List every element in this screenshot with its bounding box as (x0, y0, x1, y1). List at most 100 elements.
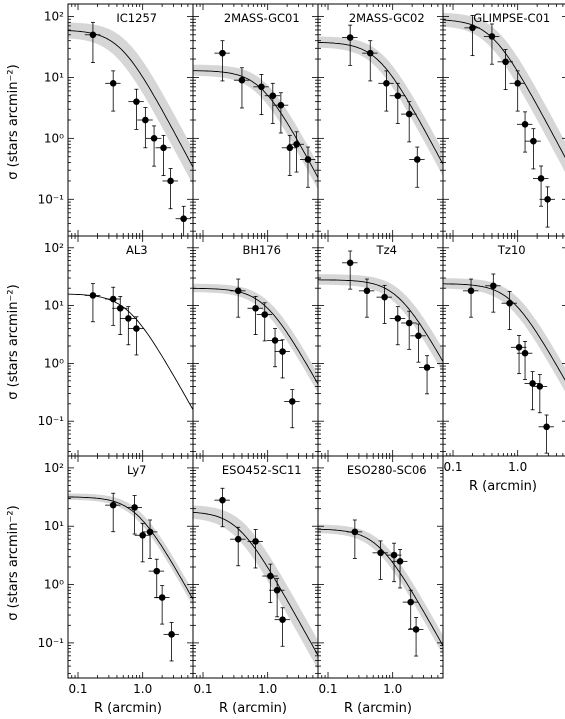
data-point-1 (105, 286, 121, 326)
data-point-4 (401, 310, 417, 350)
data-marker (469, 24, 476, 32)
model-curve (193, 70, 318, 178)
data-point-2 (501, 291, 517, 330)
data-marker (158, 594, 166, 601)
data-point-2 (378, 70, 394, 112)
data-marker (405, 110, 413, 118)
data-marker (529, 380, 536, 387)
cluster-name: Ly7 (127, 463, 146, 477)
data-marker (252, 538, 259, 545)
model-uncertainty-band (193, 283, 318, 393)
data-point-0 (214, 487, 230, 528)
data-point-0 (462, 278, 479, 318)
panel-2: 2MASS-GC02 (317, 3, 444, 237)
data-point-1 (362, 40, 378, 82)
data-point-0 (105, 492, 121, 533)
data-point-2 (112, 296, 128, 335)
data-point-7 (299, 146, 316, 188)
data-marker (277, 101, 285, 109)
x-tick-label: 1.0 (258, 682, 277, 696)
data-marker (252, 304, 259, 312)
model-uncertainty-band (193, 64, 318, 190)
model-uncertainty-band (318, 36, 443, 177)
data-point-2 (256, 302, 273, 342)
y-tick-label: 10⁰ (44, 578, 64, 592)
data-marker (381, 293, 388, 301)
panel-9: 0.1 1.0 ESO452-SC11 (192, 455, 319, 696)
data-marker (286, 144, 294, 152)
data-marker (267, 572, 274, 580)
y-axis-label-row2: σ (stars arcmin⁻²) (6, 284, 21, 399)
data-point-2 (385, 542, 402, 583)
x-tick-label: 0.1 (443, 460, 462, 474)
data-marker (415, 332, 422, 340)
data-point-7 (539, 186, 555, 228)
data-marker (390, 551, 398, 559)
data-marker (273, 586, 281, 594)
y-tick-label: 10⁻¹ (38, 192, 65, 206)
data-marker (146, 528, 154, 536)
data-point-2 (376, 284, 392, 324)
data-marker (366, 49, 374, 57)
model-curve (318, 41, 443, 165)
data-marker (125, 315, 132, 322)
data-marker (109, 295, 117, 303)
data-marker (383, 80, 390, 87)
y-axis-label-row3: σ (stars arcmin⁻²) (6, 505, 21, 620)
data-marker (109, 501, 117, 509)
data-marker (396, 558, 404, 565)
model-curve (443, 283, 565, 381)
data-marker (407, 598, 415, 606)
panel-frame (192, 3, 319, 237)
x-axis-label-col2: R (arcmin) (219, 701, 287, 716)
panel-plot-area (443, 273, 565, 454)
data-marker (423, 364, 431, 371)
data-marker (142, 116, 149, 124)
data-marker (346, 34, 354, 41)
y-tick-label: 10⁻¹ (38, 414, 65, 428)
data-marker (279, 616, 286, 623)
data-marker (394, 92, 402, 100)
data-point-1 (105, 70, 121, 112)
panel-3: GLIMPSE-C01 (442, 3, 565, 237)
data-point-6 (288, 131, 304, 173)
data-point-2 (497, 48, 513, 91)
data-point-0 (230, 278, 246, 318)
data-marker (288, 398, 296, 405)
model-curve (318, 279, 443, 362)
data-marker (412, 626, 420, 633)
data-marker (351, 528, 359, 536)
panel-5: BH176 (192, 235, 319, 457)
data-point-3 (510, 335, 527, 375)
data-marker (269, 92, 277, 100)
data-marker (168, 631, 175, 638)
data-point-2 (134, 522, 151, 563)
model-uncertainty-band (443, 12, 565, 172)
panel-6: Tz4 (317, 235, 444, 457)
y-axis-label-row1: σ (stars arcmin⁻²) (6, 64, 21, 179)
data-point-6 (418, 355, 435, 395)
data-point-3 (391, 549, 408, 589)
model-uncertainty-band (443, 278, 565, 392)
model-uncertainty-band (318, 274, 443, 373)
data-point-4 (516, 111, 533, 153)
data-point-4 (148, 558, 165, 599)
data-marker (167, 177, 174, 185)
data-marker (89, 31, 97, 39)
data-marker (530, 137, 537, 145)
data-point-3 (262, 563, 278, 604)
cluster-name: Tz4 (376, 243, 397, 257)
model-curve (68, 293, 193, 410)
data-marker (521, 349, 529, 357)
panel-7: 0.1 1.0 Tz10 (442, 235, 565, 474)
panel-frame (317, 235, 444, 457)
data-point-7 (175, 205, 192, 236)
data-point-0 (214, 40, 230, 82)
data-point-5 (155, 134, 171, 176)
panel-0: 10² 10¹ 10⁰ 10⁻¹ IC1257 (38, 3, 194, 237)
data-point-6 (162, 168, 178, 210)
cluster-name: BH176 (243, 243, 282, 257)
panel-plot-area (68, 21, 193, 236)
data-point-1 (372, 540, 388, 580)
